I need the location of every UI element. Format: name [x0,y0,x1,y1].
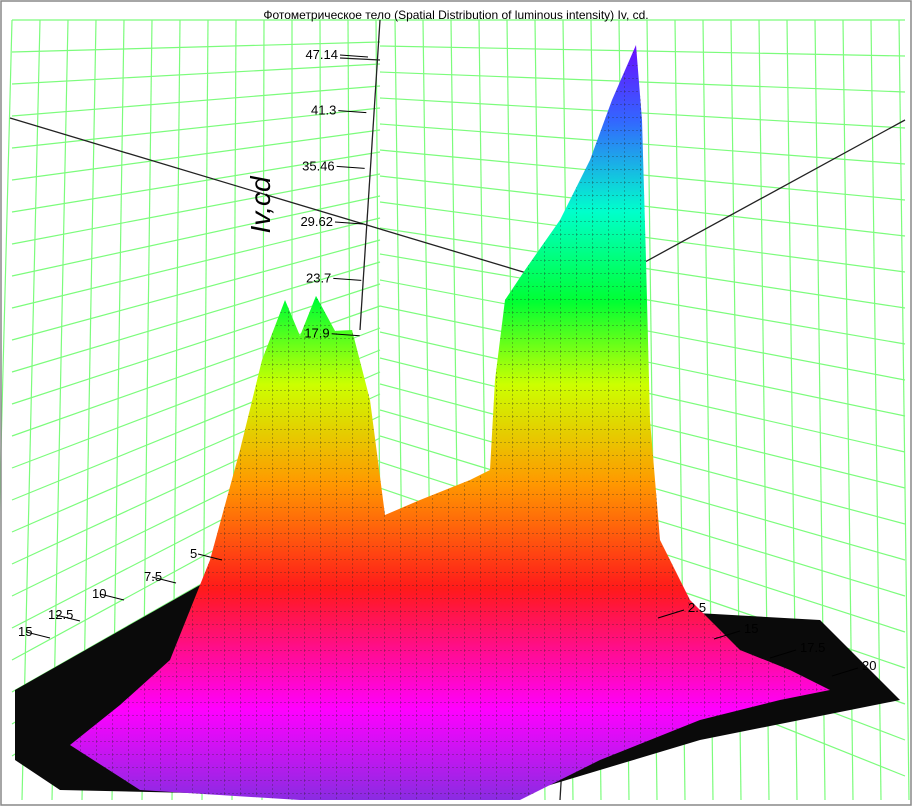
surface [70,45,830,800]
grid-line [11,239,381,341]
grid-line [11,151,381,213]
y-tick-label: 17.5 [800,640,825,655]
z-tick-label: 29.62 [300,214,333,229]
surface-mesh [70,45,830,800]
y-tick-mark [713,630,741,640]
z-axis-ticks: 47.14 41.3 35.46 29.62 23.7 17.9 [300,47,369,341]
chart-title: Фотометрическое тело (Spatial Distributi… [263,8,648,22]
grid-line [11,85,381,117]
x-tick-mark [197,553,223,561]
x-tick-label: 12.5 [48,607,73,622]
z-axis-label: Iv,cd [245,175,276,233]
z-tick-mark [336,165,365,169]
z-tick-label: 23.7 [306,270,331,285]
z-tick-label: 17.9 [304,326,329,341]
x-tick-mark [25,631,51,639]
z-tick-label: 47.14 [305,47,338,62]
grid-line [11,173,381,245]
z-tick-mark [338,110,367,114]
x-tick-label: 5 [190,546,197,561]
axis-line [9,117,591,293]
z-tick-label: 35.46 [302,158,335,173]
grid-line [870,19,882,801]
grid-line [379,97,906,129]
grid-line [11,107,381,149]
z-tick-label: 41.3 [311,103,336,118]
grid-line [379,45,906,57]
x-tick-label: 7.5 [144,569,162,584]
y-axis-ticks: 2.5 15 17.5 20 [657,600,876,677]
x-tick-label: 15 [18,624,32,639]
x-tick-label: 10 [92,586,106,601]
y-tick-mark [769,649,797,659]
grid-line [11,129,381,181]
x-tick-mark [151,576,177,584]
z-tick-mark [339,54,369,58]
y-tick-label: 20 [862,658,876,673]
x-tick-mark [99,593,125,601]
grid-line [11,41,381,53]
grid-line [21,19,41,801]
grid-line [0,19,13,512]
y-tick-mark [831,667,859,677]
y-tick-label: 15 [744,621,758,636]
z-tick-mark [334,221,364,225]
grid-line [379,71,906,93]
grid-line [11,195,381,277]
grid-line [11,217,381,309]
y-tick-label: 2.5 [688,600,706,615]
x-axis-ticks: 15 12.5 10 7.5 5 [18,546,223,639]
y-tick-mark [657,609,685,619]
z-tick-mark [333,277,362,281]
axis-line [339,57,381,61]
x-tick-mark [55,614,81,622]
z-tick-mark [331,333,360,337]
axis-line [359,19,381,331]
grid-line [11,63,381,85]
grid-line [898,19,910,801]
grid-line [11,261,381,373]
